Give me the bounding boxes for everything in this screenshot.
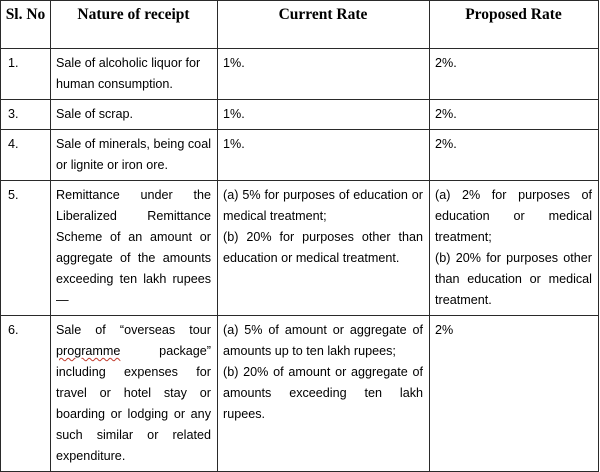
table-row: 3. Sale of scrap. 1%. 2%. bbox=[0, 99, 599, 130]
row-current-rate: (a) 5% of amount or aggregate of amounts… bbox=[217, 315, 430, 472]
row-proposed-rate: 2% bbox=[429, 315, 599, 472]
spellcheck-flagged-word: programme bbox=[56, 344, 121, 358]
row-nature-of-receipt: Remittance under the Liberalized Remitta… bbox=[50, 180, 218, 316]
row-sl-no: 5. bbox=[0, 180, 51, 316]
header-current-rate: Current Rate bbox=[217, 0, 430, 49]
row-nature-of-receipt: Sale of minerals, being coal or lignite … bbox=[50, 129, 218, 181]
row-sl-no: 1. bbox=[0, 48, 51, 100]
rate-text: 2% bbox=[435, 323, 454, 337]
rate-clause-a: (a) 5% of amount or aggregate of amounts… bbox=[223, 323, 423, 358]
rate-text: 2%. bbox=[435, 56, 457, 70]
row-current-rate: 1%. bbox=[217, 99, 430, 130]
nature-text: Sale of “overseas tour bbox=[56, 323, 211, 337]
row-sl-no: 3. bbox=[0, 99, 51, 130]
table-row: 6. Sale of “overseas tour programme pack… bbox=[0, 315, 599, 472]
rate-clause-b: (b) 20% of amount or aggregate of amount… bbox=[223, 365, 423, 421]
rate-text: 2%. bbox=[435, 137, 457, 151]
row-sl-no: 4. bbox=[0, 129, 51, 181]
row-nature-of-receipt: Sale of scrap. bbox=[50, 99, 218, 130]
rate-text: 1%. bbox=[223, 107, 245, 121]
nature-text: package” including expenses for travel o… bbox=[56, 344, 211, 463]
row-current-rate: (a) 5% for purposes of education or medi… bbox=[217, 180, 430, 316]
rate-clause-a: (a) 5% for purposes of education or medi… bbox=[223, 188, 423, 223]
row-nature-of-receipt: Sale of alcoholic liquor for human consu… bbox=[50, 48, 218, 100]
rate-clause-b: (b) 20% for purposes other than educatio… bbox=[435, 251, 592, 307]
row-nature-of-receipt: Sale of “overseas tour programme package… bbox=[50, 315, 218, 472]
row-proposed-rate: 2%. bbox=[429, 129, 599, 181]
row-proposed-rate: 2%. bbox=[429, 99, 599, 130]
header-sl-no: Sl. No bbox=[0, 0, 51, 49]
header-row: Sl. No Nature of receipt Current Rate Pr… bbox=[0, 0, 599, 49]
row-current-rate: 1%. bbox=[217, 48, 430, 100]
table-row: 1. Sale of alcoholic liquor for human co… bbox=[0, 48, 599, 100]
rate-text: 1%. bbox=[223, 137, 245, 151]
row-current-rate: 1%. bbox=[217, 129, 430, 181]
table-row: 5. Remittance under the Liberalized Remi… bbox=[0, 180, 599, 316]
header-proposed-rate: Proposed Rate bbox=[429, 0, 599, 49]
rate-clause-a: (a) 2% for purposes of education or medi… bbox=[435, 188, 592, 244]
header-nature-of-receipt: Nature of receipt bbox=[50, 0, 218, 49]
rate-clause-b: (b) 20% for purposes other than educatio… bbox=[223, 230, 423, 265]
row-proposed-rate: 2%. bbox=[429, 48, 599, 100]
rate-text: 1%. bbox=[223, 56, 245, 70]
table-row: 4. Sale of minerals, being coal or ligni… bbox=[0, 129, 599, 181]
row-sl-no: 6. bbox=[0, 315, 51, 472]
row-proposed-rate: (a) 2% for purposes of education or medi… bbox=[429, 180, 599, 316]
rate-text: 2%. bbox=[435, 107, 457, 121]
